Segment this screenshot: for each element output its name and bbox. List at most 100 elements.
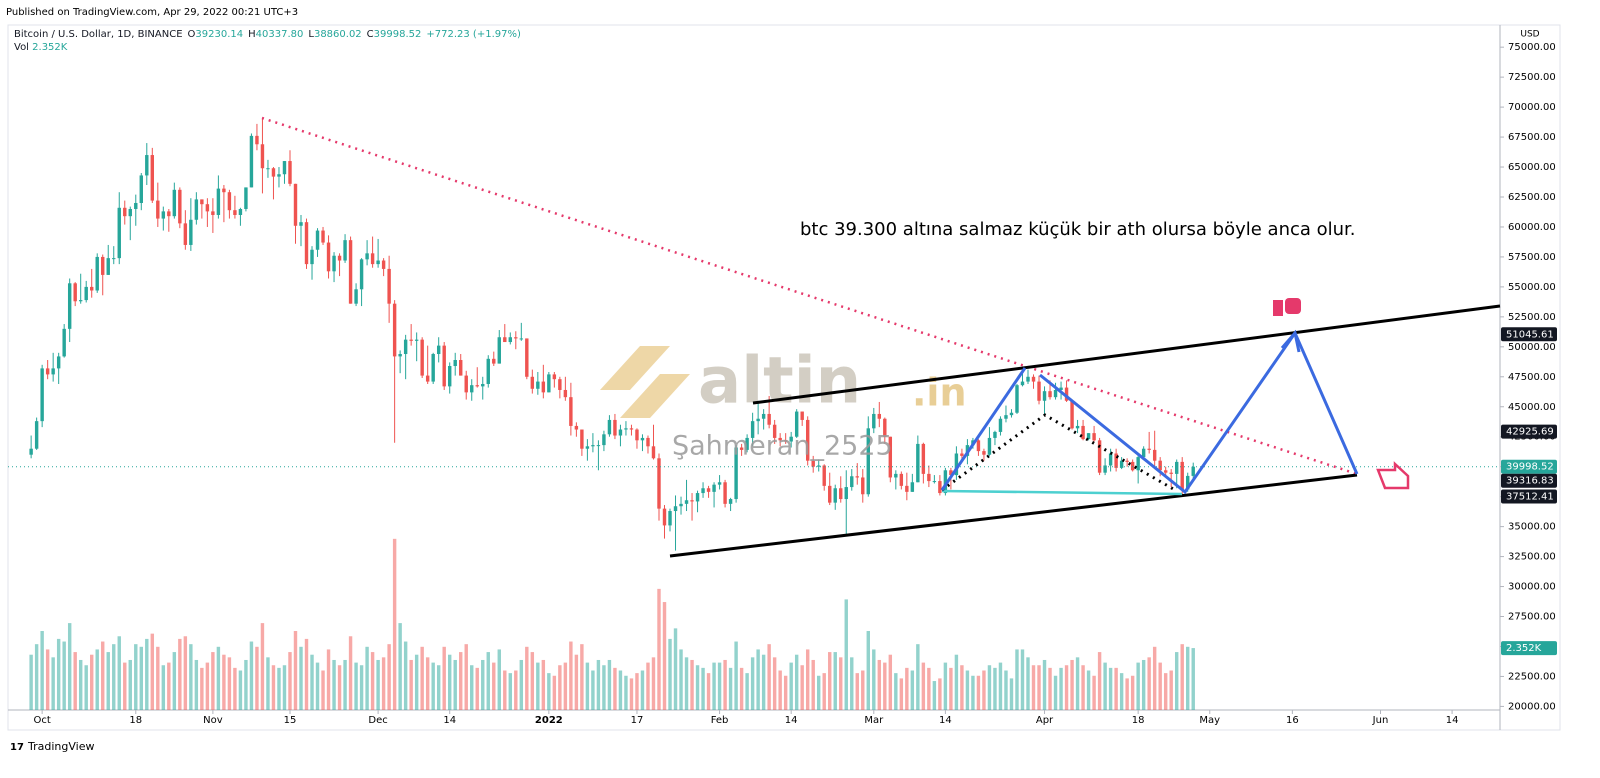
candle-body <box>321 230 325 243</box>
volume-bar <box>288 652 292 710</box>
candle-body <box>139 175 143 203</box>
volume-bar <box>1048 667 1052 710</box>
volume-bar <box>370 652 375 710</box>
volume-bar <box>51 657 55 710</box>
candle-body <box>222 188 226 193</box>
candle-body <box>150 155 155 201</box>
candle-body <box>772 424 777 438</box>
candle-body <box>453 360 457 367</box>
volume-bar <box>949 667 953 710</box>
x-tick-label: 18 <box>129 715 142 726</box>
volume-bar <box>304 638 309 710</box>
volume-bar <box>519 659 524 710</box>
volume-bar <box>684 657 689 710</box>
volume-bar <box>332 659 336 710</box>
volume-bar <box>315 662 320 710</box>
candle-body <box>514 337 518 339</box>
y-tick-label: 62500.00 <box>1508 192 1556 203</box>
candle-body <box>249 135 254 188</box>
candle-body <box>536 381 540 389</box>
candle-body <box>883 418 887 437</box>
candle-body <box>1086 433 1091 440</box>
volume-bar <box>580 644 584 710</box>
volume-bar <box>293 631 298 710</box>
volume-bar <box>938 678 942 710</box>
volume-bar <box>233 667 237 710</box>
candle-body <box>657 458 661 509</box>
volume-bar <box>1158 662 1162 710</box>
volume-bar <box>1191 648 1195 710</box>
x-tick-label: 14 <box>1446 715 1459 726</box>
candle-body <box>596 445 601 447</box>
candle-body <box>470 385 474 393</box>
volume-bar <box>690 659 694 710</box>
volume-bar <box>205 662 210 710</box>
volume-bar <box>90 654 94 710</box>
volume-bar <box>376 659 380 710</box>
volume-bar <box>607 659 612 710</box>
candle-body <box>756 418 760 422</box>
x-tick-label: May <box>1199 715 1220 726</box>
projection <box>1039 329 1359 495</box>
volume-bar <box>618 670 623 710</box>
volume-bar <box>662 602 667 710</box>
footer-logo: 17 <box>10 742 24 753</box>
volume-bar <box>817 675 821 710</box>
candle-body <box>993 431 997 438</box>
candle-body <box>960 453 964 456</box>
candle-body <box>1108 453 1113 466</box>
candle-body <box>1009 412 1014 416</box>
x-tick-label: Feb <box>711 715 729 726</box>
volume-bar <box>624 675 628 710</box>
candle-body <box>613 419 617 436</box>
volume-bar <box>1015 649 1019 710</box>
volume-bar <box>1059 667 1063 710</box>
y-tick-label: 32500.00 <box>1508 552 1556 563</box>
volume-badge-label: 2.352K <box>1506 643 1542 654</box>
volume-bar <box>872 649 876 710</box>
candle-body <box>629 428 634 430</box>
candle-body <box>1103 465 1107 473</box>
price-badge <box>1501 424 1557 439</box>
field-key: O <box>187 29 196 40</box>
candle-body <box>530 376 535 389</box>
candle-body <box>982 451 986 455</box>
volume-bar <box>1070 659 1074 710</box>
volume-bar <box>1108 667 1113 710</box>
dotted-path <box>941 413 1176 492</box>
candle-body <box>447 366 452 387</box>
vol-value: 2.352K <box>32 42 68 53</box>
volume-bar <box>34 644 39 710</box>
volume-bar <box>1163 673 1168 710</box>
volume-bar <box>178 638 182 710</box>
volume-bar <box>734 641 738 710</box>
candle-body <box>337 255 342 261</box>
candle-body <box>525 338 529 377</box>
field-value: 38860.02 <box>313 29 362 40</box>
candle-body <box>503 337 507 343</box>
volume-bar <box>602 665 606 710</box>
candle-body <box>899 473 904 486</box>
volume-bar <box>789 662 793 710</box>
candle-body <box>569 397 573 426</box>
volume-bar <box>1141 659 1146 710</box>
candle-body <box>387 268 391 304</box>
candle-body <box>706 488 711 492</box>
candle-body <box>1147 448 1151 450</box>
volume-bar <box>238 670 243 710</box>
symbol: Bitcoin / U.S. Dollar, 1D, BINANCE <box>14 29 183 40</box>
volume-bar <box>222 654 226 710</box>
candle-body <box>128 208 132 217</box>
y-tick-label: 20000.00 <box>1508 701 1556 712</box>
volume-bar <box>211 652 215 710</box>
x-tick-label: Oct <box>33 715 50 726</box>
volume-bar <box>156 646 160 710</box>
candle-body <box>1163 470 1168 473</box>
candle-body <box>277 174 281 177</box>
candle-body <box>244 187 248 209</box>
volume-bar <box>244 659 248 710</box>
volume-bar <box>29 654 33 710</box>
candle-body <box>1048 391 1052 398</box>
candle-body <box>34 421 39 449</box>
volume-bar <box>596 659 601 710</box>
